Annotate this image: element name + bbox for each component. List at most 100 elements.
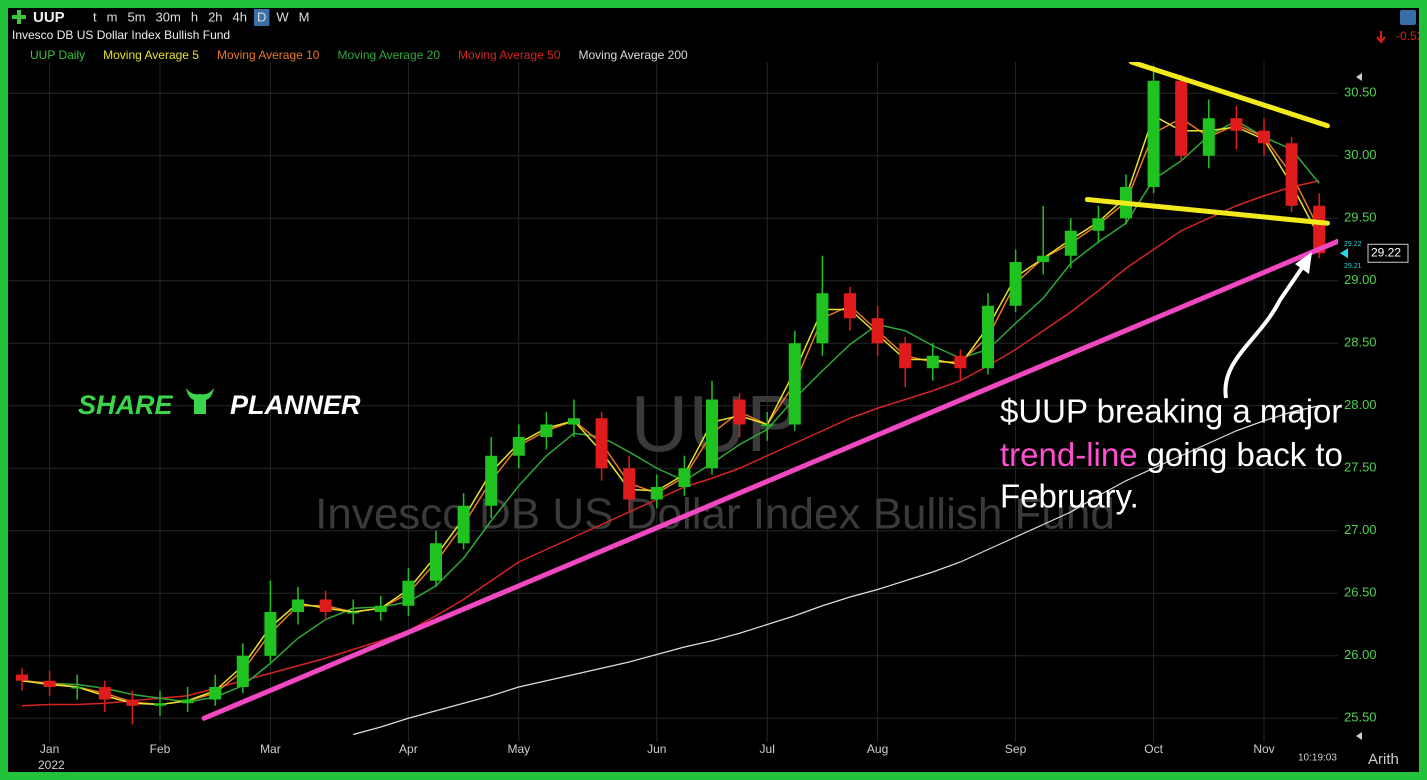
add-icon[interactable] (12, 10, 26, 24)
annotation-text: $UUP breaking a major (1000, 393, 1342, 430)
bid-price: 29.21 (1344, 263, 1362, 270)
candle-body (650, 487, 663, 500)
candle-body (844, 293, 856, 319)
y-tick-label: 30.50 (1344, 85, 1377, 100)
candle-body (16, 674, 28, 681)
x-tick-label: Mar (260, 742, 281, 756)
y-tick-label: 29.00 (1344, 272, 1377, 287)
candle-body (430, 543, 442, 581)
y-tick-label: 26.50 (1344, 585, 1377, 600)
candle-body (1092, 218, 1105, 231)
candle-body (292, 599, 304, 612)
annotation-text: February. (1000, 478, 1139, 515)
change: -0.53 (1396, 29, 1424, 43)
legend-entry[interactable]: Moving Average 10 (217, 48, 320, 62)
timeframe-button[interactable]: W (276, 9, 289, 24)
candle-body (1064, 230, 1077, 256)
candle-body (264, 612, 277, 656)
candle-body (540, 424, 553, 437)
last-price-box (1367, 243, 1409, 263)
y-tick-label: 28.50 (1344, 335, 1377, 350)
timeframe-bar: t m 5m 30m h 2h 4h D W M (93, 9, 310, 26)
settings-icon[interactable] (1400, 10, 1416, 25)
candle-body (457, 505, 470, 544)
last-price-pointer (1340, 248, 1348, 259)
candle-body (1202, 118, 1215, 156)
candle-body (761, 424, 774, 426)
x-tick-label: Feb (150, 742, 171, 756)
clock: 10:19:03 (1298, 753, 1337, 764)
description: Invesco DB US Dollar Index Bullish Fund (12, 28, 230, 42)
candle-body (402, 580, 415, 606)
timeframe-button[interactable]: 4h (233, 9, 247, 24)
timeframe-button[interactable]: 30m (156, 9, 181, 24)
candle-body (706, 399, 718, 469)
x-tick-label: Jul (760, 742, 775, 756)
y-tick-label: 26.00 (1344, 647, 1377, 662)
logo-bull (186, 388, 214, 414)
legend-entry[interactable]: Moving Average 50 (458, 48, 561, 62)
candle-body (154, 703, 166, 706)
legend-entry[interactable]: Moving Average 5 (103, 48, 199, 62)
y-tick-label: 27.50 (1344, 460, 1377, 475)
timeframe-button[interactable]: m (107, 9, 118, 24)
candle-body (899, 343, 912, 369)
candle-body (623, 468, 636, 500)
legend-entry: UUP Daily (30, 48, 85, 62)
y-tick-label: 29.50 (1344, 210, 1377, 225)
annotation-arrowhead (1295, 252, 1312, 274)
down-arrow (1376, 31, 1386, 44)
logo-share: SHARE (78, 390, 174, 420)
timeframe-button[interactable]: h (191, 9, 198, 24)
trendline (1129, 62, 1330, 129)
candle-body (871, 318, 884, 344)
moving-average-line (353, 405, 1320, 736)
candle-body (788, 343, 801, 425)
timeframe-button[interactable]: 2h (208, 9, 222, 24)
legend: UUP Daily Moving Average 5 Moving Average … (30, 48, 688, 62)
candle-body (1175, 80, 1188, 156)
ask-price: 29.22 (1344, 241, 1362, 248)
candle-body (347, 612, 360, 614)
annotation-highlight: trend-line (1000, 436, 1138, 473)
legend-entry[interactable]: Moving Average 200 (579, 48, 689, 62)
scroll-arrow[interactable] (1356, 73, 1362, 81)
timeframe-button[interactable]: D (257, 9, 266, 24)
watermark-name: Invesco DB US Dollar Index Bullish Fund (315, 490, 1115, 539)
candle-body (71, 687, 84, 689)
candle-body (568, 418, 580, 425)
candle-body (209, 687, 222, 700)
candle-body (954, 355, 967, 369)
grid: 25.50 26.00 26.50 27.00 27.50 28.00 28.50 29.00… (8, 62, 1377, 756)
timeframe-button[interactable]: 5m (127, 9, 145, 24)
symbol[interactable]: UUP (33, 9, 65, 26)
trendline (1084, 197, 1330, 226)
x-tick-label: May (507, 742, 530, 756)
candle-body (181, 699, 194, 704)
candle-body (678, 468, 691, 487)
candle-body (816, 293, 829, 344)
legend-entry[interactable]: Moving Average 20 (337, 48, 440, 62)
logo-planner: PLANNER (230, 390, 361, 420)
candle-body (1147, 80, 1160, 187)
candle-body (1258, 130, 1270, 144)
plot (16, 62, 1338, 736)
x-tick-label: Apr (399, 742, 418, 756)
candle-body (126, 699, 139, 706)
candle-body (512, 437, 525, 456)
candle-body (374, 605, 387, 612)
x-tick-label: Nov (1253, 742, 1274, 756)
scale-mode[interactable]: Arith (1368, 751, 1399, 768)
annotation-text: trend-line going back to (1000, 436, 1343, 473)
candle-body (319, 599, 332, 612)
candle-body (485, 455, 498, 506)
timeframe-button[interactable]: M (299, 9, 310, 24)
candle-body (733, 399, 746, 425)
timeframe-button[interactable]: t (93, 9, 97, 24)
year-label: 2022 (38, 758, 65, 772)
scroll-arrow[interactable] (1356, 732, 1362, 740)
y-tick-label: 28.00 (1344, 397, 1377, 412)
x-tick-label: Sep (1005, 742, 1027, 756)
